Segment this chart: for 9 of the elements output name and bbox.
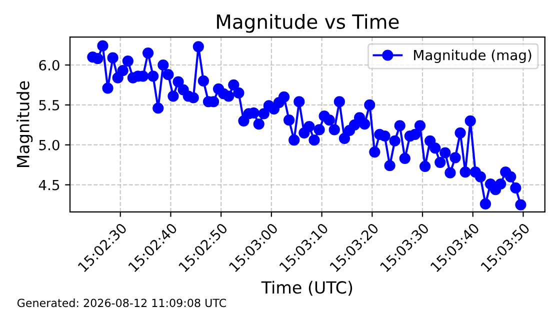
- y-axis-title: Magnitude: [16, 81, 33, 168]
- x-axis-title: Time (UTC): [261, 280, 352, 296]
- y-tick-label: 4.5: [38, 180, 60, 190]
- legend-label: Magnitude (mag): [414, 50, 532, 63]
- y-tick-label: 6.0: [39, 60, 60, 70]
- y-tick-label: 5.5: [39, 100, 60, 110]
- y-tick-label: 5.0: [39, 140, 60, 150]
- chart-title: Magnitude vs Time: [217, 14, 399, 33]
- text: Generated: 2026-08-12 11:09:08 UTC: [17, 298, 226, 308]
